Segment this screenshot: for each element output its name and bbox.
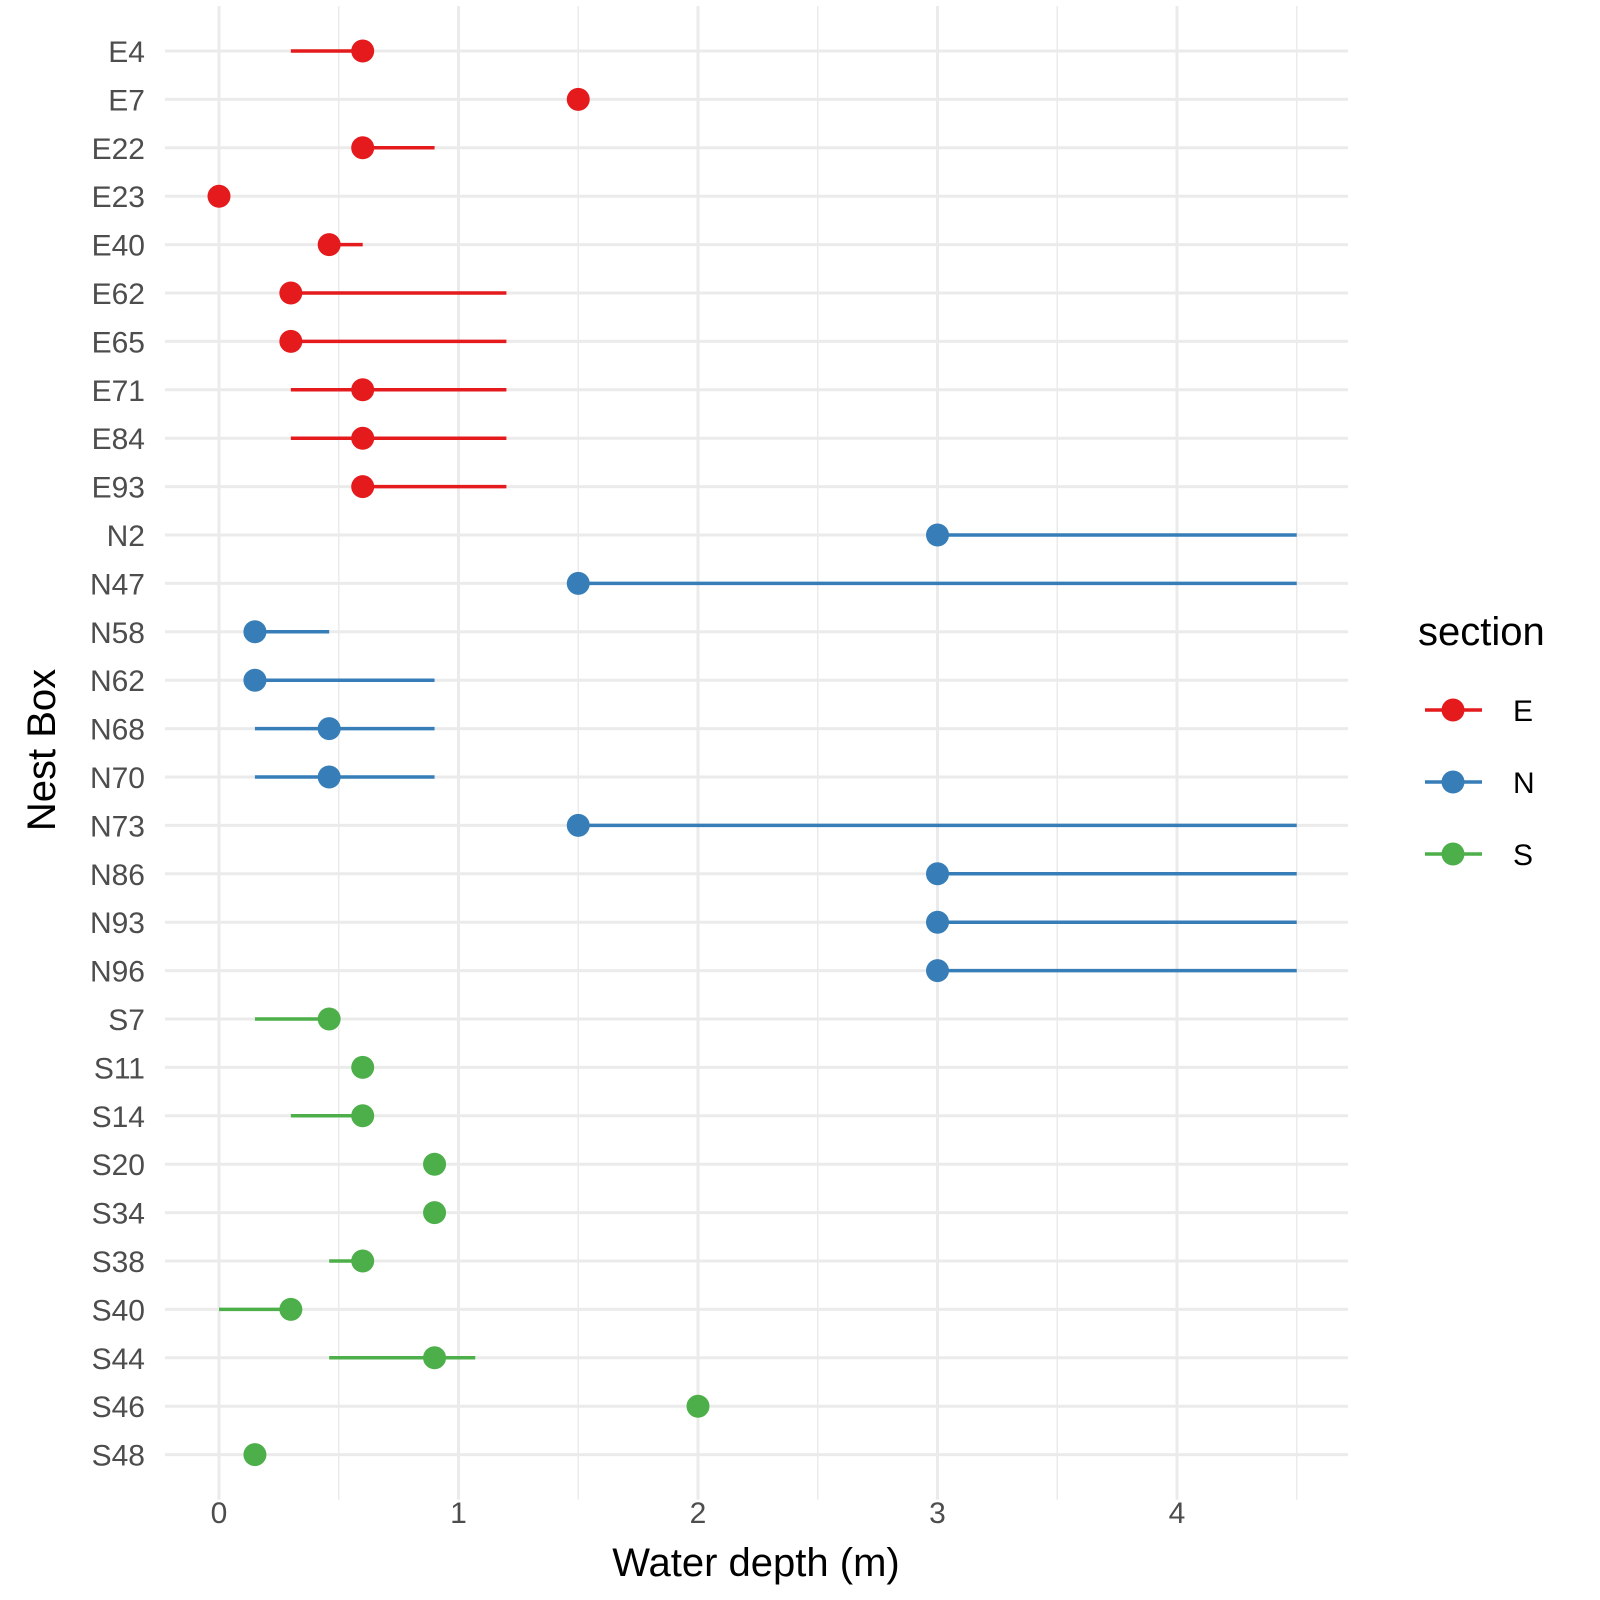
data-point bbox=[926, 910, 949, 934]
data-point bbox=[351, 475, 375, 499]
data-point bbox=[566, 813, 590, 837]
y-tick-label: S44 bbox=[92, 1343, 145, 1376]
y-tick-label: S14 bbox=[92, 1101, 145, 1134]
y-tick-label: E22 bbox=[92, 133, 145, 166]
data-point bbox=[243, 620, 267, 644]
y-tick-labels: E4 E7 E22 E23 E40 E62 E65 E71 E84 E93 N2 N47 N58 N62 N… bbox=[90, 36, 145, 1473]
major-gridlines bbox=[165, 6, 1348, 1500]
minor-gridlines bbox=[338, 6, 1298, 1500]
data-point bbox=[351, 1055, 375, 1079]
data-point bbox=[926, 523, 949, 547]
data-point bbox=[243, 668, 267, 692]
legend-key-dot bbox=[1441, 770, 1465, 794]
data-point bbox=[926, 959, 949, 983]
data-points bbox=[207, 39, 949, 1467]
y-tick-label: S38 bbox=[92, 1246, 145, 1279]
x-axis-title: Water depth (m) bbox=[612, 1541, 899, 1585]
y-tick-label: E93 bbox=[92, 472, 145, 505]
y-tick-label: N86 bbox=[90, 859, 145, 892]
y-tick-label: S40 bbox=[92, 1294, 145, 1327]
data-point bbox=[926, 862, 949, 886]
x-tick-label: 2 bbox=[690, 1497, 707, 1530]
data-point bbox=[279, 329, 303, 353]
data-point bbox=[207, 184, 231, 208]
y-tick-label: N62 bbox=[90, 665, 145, 698]
legend-entries: E N S bbox=[1425, 695, 1535, 872]
data-point bbox=[423, 1201, 447, 1225]
data-point bbox=[279, 281, 303, 305]
y-tick-label: E7 bbox=[108, 84, 145, 117]
data-point bbox=[423, 1346, 447, 1370]
data-point bbox=[317, 717, 341, 741]
x-tick-labels: 0 1 2 3 4 bbox=[211, 1497, 1186, 1530]
x-tick-label: 4 bbox=[1169, 1497, 1186, 1530]
legend-title: section bbox=[1418, 610, 1545, 654]
data-point bbox=[279, 1297, 303, 1321]
legend-key-dot bbox=[1441, 842, 1465, 866]
y-tick-label: N47 bbox=[90, 568, 145, 601]
data-point bbox=[351, 136, 375, 160]
y-tick-label: S34 bbox=[92, 1198, 145, 1231]
data-point bbox=[351, 39, 375, 63]
y-tick-label: E40 bbox=[92, 230, 145, 263]
x-tick-label: 1 bbox=[450, 1497, 467, 1530]
y-tick-label: N58 bbox=[90, 617, 145, 650]
y-tick-label: E23 bbox=[92, 181, 145, 214]
data-point bbox=[351, 378, 375, 402]
legend-key-dot bbox=[1441, 698, 1465, 722]
data-point bbox=[317, 1007, 341, 1031]
y-tick-label: N73 bbox=[90, 810, 145, 843]
y-tick-label: S48 bbox=[92, 1440, 145, 1473]
y-tick-label: N96 bbox=[90, 956, 145, 989]
y-tick-label: S20 bbox=[92, 1149, 145, 1182]
data-point bbox=[351, 1104, 375, 1128]
y-axis-title: Nest Box bbox=[20, 669, 64, 831]
data-point bbox=[686, 1394, 710, 1418]
y-tick-label: N68 bbox=[90, 714, 145, 747]
y-tick-label: E71 bbox=[92, 375, 145, 408]
data-point bbox=[423, 1152, 447, 1176]
range-lines bbox=[219, 49, 1297, 1360]
y-tick-label: S11 bbox=[94, 1052, 145, 1085]
data-point bbox=[566, 87, 590, 111]
x-tick-label: 0 bbox=[211, 1497, 228, 1530]
data-point bbox=[566, 571, 590, 595]
y-tick-label: E62 bbox=[92, 278, 145, 311]
y-tick-label: E84 bbox=[92, 423, 145, 456]
y-tick-label: E65 bbox=[92, 326, 145, 359]
y-tick-label: N93 bbox=[90, 907, 145, 940]
data-point bbox=[351, 1249, 375, 1273]
y-tick-label: N2 bbox=[107, 520, 145, 553]
data-point bbox=[317, 233, 341, 257]
y-tick-label: E4 bbox=[108, 36, 145, 69]
data-point bbox=[317, 765, 341, 789]
data-point bbox=[243, 1443, 267, 1467]
y-tick-label: S46 bbox=[92, 1391, 145, 1424]
y-tick-label: N70 bbox=[90, 762, 145, 795]
legend-label: S bbox=[1513, 839, 1533, 872]
legend-label: N bbox=[1513, 767, 1535, 800]
legend-label: E bbox=[1513, 695, 1533, 728]
x-tick-label: 3 bbox=[929, 1497, 946, 1530]
legend: section E N S bbox=[1418, 610, 1545, 872]
y-tick-label: S7 bbox=[108, 1004, 145, 1037]
data-point bbox=[351, 426, 375, 450]
